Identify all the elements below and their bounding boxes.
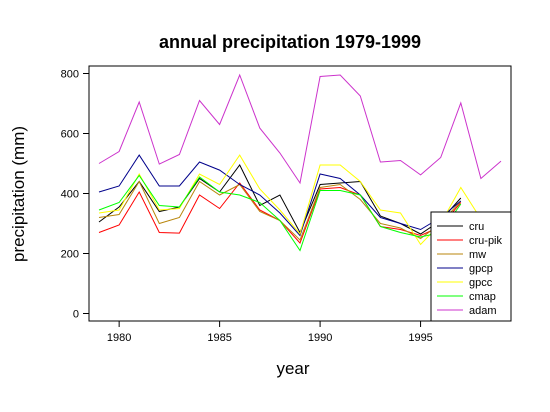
x-tick-label: 1985 <box>207 332 231 344</box>
y-axis-label: precipitation (mm) <box>9 126 28 262</box>
legend-label-adam: adam <box>469 305 497 317</box>
legend-label-cru-pik: cru-pik <box>469 235 503 247</box>
legend-label-mw: mw <box>469 249 486 261</box>
legend-label-gpcp: gpcp <box>469 263 493 275</box>
y-tick-label: 200 <box>61 249 79 261</box>
y-axis: 0 200 400 600 800 <box>61 69 89 321</box>
y-tick-label: 400 <box>61 189 79 201</box>
x-tick-label: 1995 <box>408 332 432 344</box>
series-line-cmap <box>98 174 462 252</box>
x-tick-label: 1980 <box>107 332 131 344</box>
series-line-adam <box>98 73 502 185</box>
y-tick-label: 0 <box>73 309 79 321</box>
legend-label-cru: cru <box>469 221 484 233</box>
series-line-gpcc <box>98 154 482 246</box>
x-tick-label: 1990 <box>308 332 332 344</box>
legend: cru cru-pik mw gpcp gpcc cmap adam <box>430 211 512 322</box>
chart-title: annual precipitation 1979-1999 <box>159 32 421 52</box>
x-axis-label: year <box>276 359 309 378</box>
y-tick-label: 800 <box>61 69 79 81</box>
legend-label-gpcc: gpcc <box>469 277 493 289</box>
series-lines <box>98 73 502 252</box>
series-line-gpcp <box>98 154 462 237</box>
x-axis: 1980 1985 1990 1995 <box>107 321 433 344</box>
legend-label-cmap: cmap <box>469 291 496 303</box>
legend-box <box>430 211 512 322</box>
y-tick-label: 600 <box>61 129 79 141</box>
